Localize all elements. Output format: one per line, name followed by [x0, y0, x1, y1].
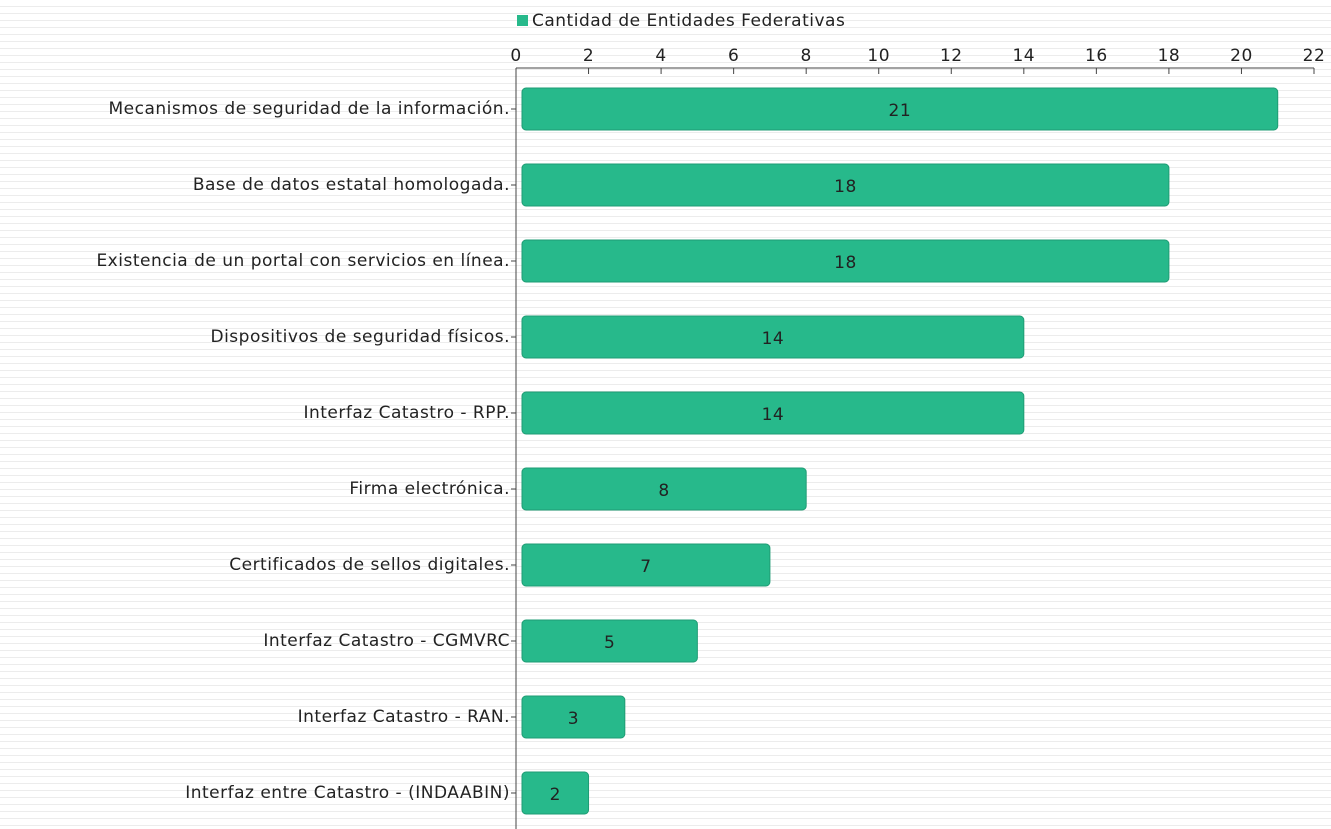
bar	[521, 163, 1170, 207]
value-label: 18	[834, 177, 857, 197]
y-tick-label: Interfaz Catastro - RPP.	[303, 403, 510, 423]
value-label: 2	[550, 785, 561, 805]
y-tick-label: Interfaz Catastro - CGMVRC	[263, 631, 510, 651]
x-tick-label: 12	[940, 46, 963, 66]
value-label: 7	[640, 557, 651, 577]
x-tick-label: 6	[728, 46, 739, 66]
x-tick-label: 18	[1158, 46, 1181, 66]
y-tick-label: Dispositivos de seguridad físicos.	[210, 327, 510, 347]
bar	[521, 315, 1025, 359]
value-label: 14	[762, 329, 785, 349]
x-tick-label: 4	[655, 46, 666, 66]
bar	[521, 619, 698, 663]
value-label: 5	[604, 633, 615, 653]
bar	[521, 239, 1170, 283]
x-tick-label: 20	[1230, 46, 1253, 66]
x-tick-label: 2	[583, 46, 594, 66]
bar	[521, 695, 626, 739]
bar	[521, 391, 1025, 435]
x-tick-label: 10	[867, 46, 890, 66]
legend-swatch	[517, 15, 528, 26]
bar	[521, 467, 807, 511]
x-tick-label: 0	[510, 46, 521, 66]
x-tick-label: 8	[801, 46, 812, 66]
value-label: 14	[762, 405, 785, 425]
y-tick-label: Firma electrónica.	[349, 479, 510, 499]
bar	[521, 543, 771, 587]
y-tick-label: Interfaz Catastro - RAN.	[298, 707, 510, 727]
bar	[521, 771, 590, 815]
value-label: 8	[658, 481, 669, 501]
x-tick-label: 16	[1085, 46, 1108, 66]
y-tick-label: Existencia de un portal con servicios en…	[96, 251, 510, 271]
x-tick-label: 22	[1303, 46, 1326, 66]
value-label: 18	[834, 253, 857, 273]
value-label: 21	[889, 101, 912, 121]
bar	[521, 87, 1279, 131]
y-tick-label: Interfaz entre Catastro - (INDAABIN)	[185, 783, 510, 803]
y-tick-label: Certificados de sellos digitales.	[229, 555, 510, 575]
legend-label: Cantidad de Entidades Federativas	[532, 11, 845, 31]
y-tick-label: Base de datos estatal homologada.	[193, 175, 510, 195]
value-label: 3	[568, 709, 579, 729]
x-tick-label: 14	[1012, 46, 1035, 66]
y-tick-label: Mecanismos de seguridad de la informació…	[108, 99, 510, 119]
